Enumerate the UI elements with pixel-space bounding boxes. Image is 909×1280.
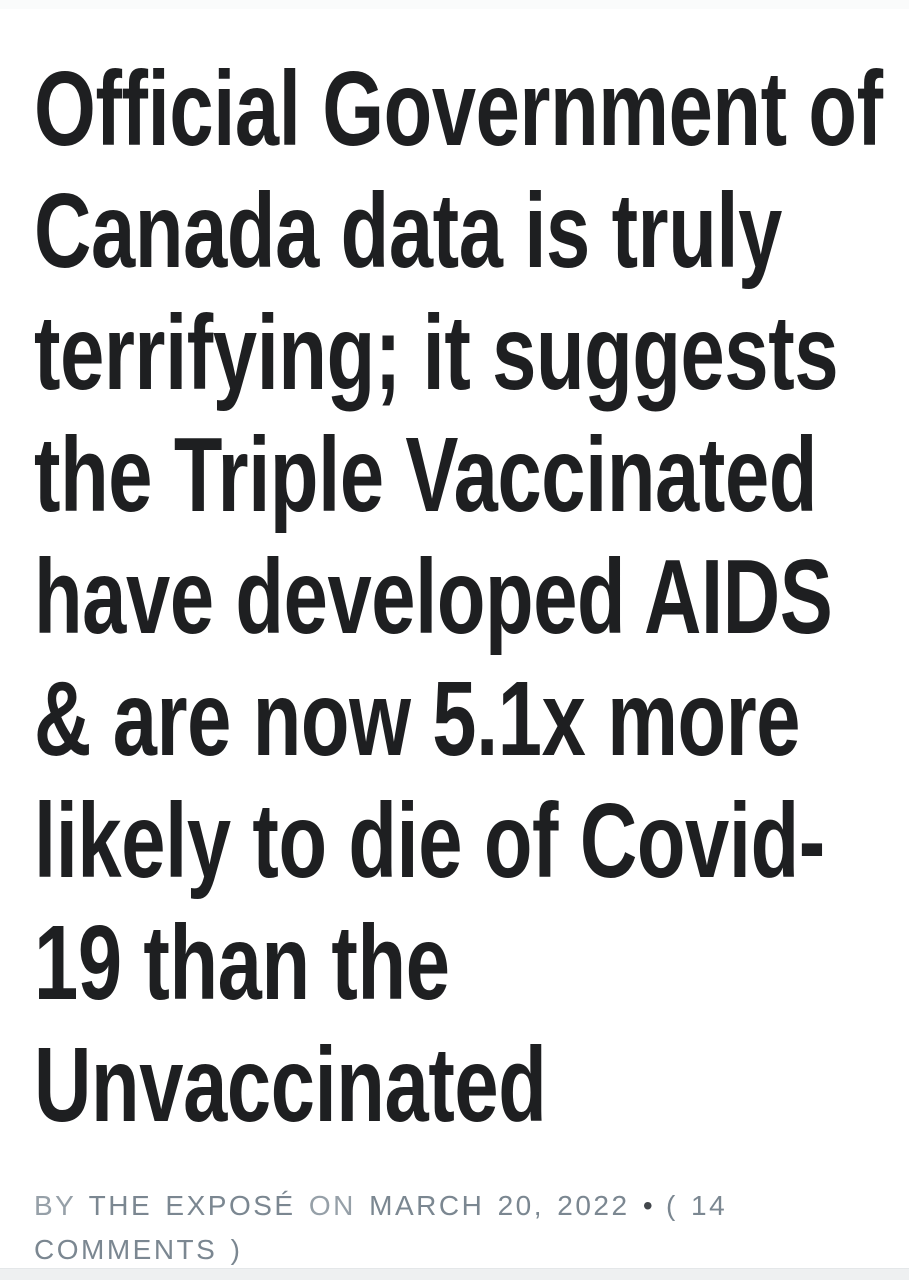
article-title: Official Government of Canada data is tr… xyxy=(34,48,889,1146)
headline-line: Official Government of xyxy=(34,50,883,168)
headline-line: the Triple Vaccinated xyxy=(34,416,818,534)
byline-by-label: BY xyxy=(34,1190,76,1221)
headline-line: likely to die of Covid- xyxy=(34,782,825,900)
headline-line: 19 than the xyxy=(34,904,450,1022)
headline-line: & are now 5.1x more xyxy=(34,660,801,778)
author-link[interactable]: THE EXPOSÉ xyxy=(88,1190,296,1221)
headline-line: terrifying; it suggests xyxy=(34,294,839,412)
comments-link[interactable]: ( 14 COMMENTS ) xyxy=(34,1190,728,1265)
article-header: Official Government of Canada data is tr… xyxy=(34,48,889,1272)
top-edge-strip xyxy=(0,0,909,9)
headline-line: have developed AIDS xyxy=(34,538,833,656)
byline-separator-dot: • xyxy=(642,1190,653,1221)
byline-on-label: ON xyxy=(308,1190,356,1221)
bottom-edge-strip xyxy=(0,1268,909,1280)
headline-line: Canada data is truly xyxy=(34,172,782,290)
headline-line: Unvaccinated xyxy=(34,1026,547,1144)
date-link[interactable]: MARCH 20, 2022 xyxy=(369,1190,630,1221)
byline: BY THE EXPOSÉ ON MARCH 20, 2022 • ( 14 C… xyxy=(34,1184,879,1272)
